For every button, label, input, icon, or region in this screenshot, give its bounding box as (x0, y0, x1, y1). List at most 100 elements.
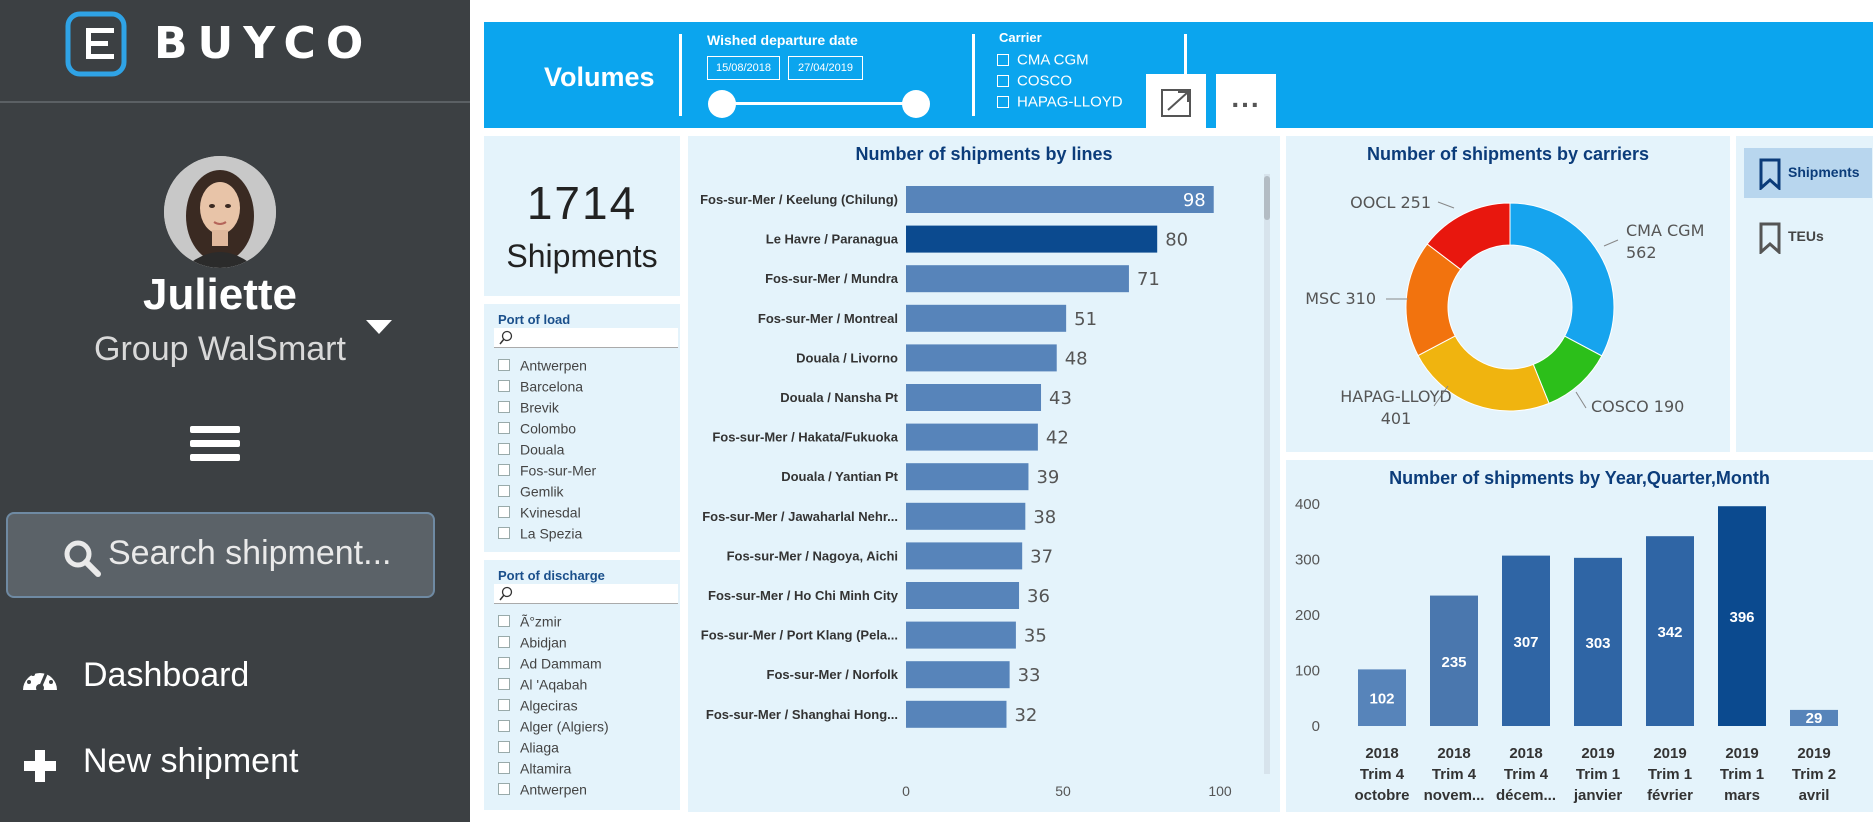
checkbox[interactable] (498, 636, 510, 649)
bar[interactable] (906, 582, 1020, 609)
shipment-search-input[interactable]: Search shipment... (6, 512, 435, 598)
checkbox[interactable] (498, 380, 510, 393)
port-of-discharge-item-label: Antwerpen (520, 781, 587, 798)
scrollbar-thumb[interactable] (1264, 176, 1270, 220)
focus-mode-button[interactable] (1146, 74, 1206, 128)
port-of-discharge-item[interactable]: Algeciras (498, 696, 578, 714)
y-tick-label: 0 (1312, 718, 1320, 735)
port-of-discharge-item[interactable]: Ã°zmir (498, 612, 561, 630)
bar[interactable] (906, 423, 1038, 451)
checkbox[interactable] (498, 359, 510, 372)
port-of-load-item[interactable]: Kvinesdal (498, 503, 581, 521)
column-bar[interactable] (1646, 536, 1694, 726)
x-tick-label: Trim 1 (1720, 766, 1764, 783)
port-of-discharge-item[interactable]: Antwerpen (498, 780, 587, 798)
bar[interactable] (906, 463, 1029, 491)
checkbox[interactable] (997, 74, 1009, 87)
x-tick-label: 2019 (1653, 745, 1686, 762)
checkbox[interactable] (498, 506, 510, 519)
nav-item-dashboard[interactable]: Dashboard (18, 654, 458, 704)
checkbox[interactable] (498, 422, 510, 435)
user-name: Juliette (142, 270, 298, 319)
date-end-input[interactable]: 27/04/2019 (788, 56, 863, 80)
date-slider-end-handle[interactable] (902, 90, 930, 118)
checkbox[interactable] (498, 783, 510, 796)
checkbox[interactable] (498, 464, 510, 477)
date-range-slider[interactable] (722, 102, 916, 105)
column-bar[interactable] (1718, 506, 1766, 726)
bar-value-label: 42 (1046, 428, 1069, 449)
carrier-option-hapag-lloyd[interactable]: HAPAG-LLOYD (997, 93, 1123, 111)
x-tick-label: 0 (902, 783, 910, 799)
port-of-discharge-item[interactable]: Ad Dammam (498, 654, 602, 672)
column-bar[interactable] (1358, 669, 1406, 726)
port-of-load-item[interactable]: Colombo (498, 419, 576, 437)
more-options-button[interactable]: ... (1216, 74, 1276, 128)
column-bar[interactable] (1574, 557, 1622, 726)
checkbox[interactable] (498, 485, 510, 498)
user-menu-chevron-icon[interactable] (364, 318, 394, 338)
port-of-load-item[interactable]: Barcelona (498, 377, 583, 395)
measure-shipments-button[interactable]: Shipments (1744, 148, 1872, 198)
bar[interactable] (906, 661, 1010, 689)
checkbox[interactable] (498, 678, 510, 691)
checkbox[interactable] (498, 657, 510, 670)
bar[interactable] (906, 265, 1129, 293)
date-slider-start-handle[interactable] (708, 90, 736, 118)
column-bar[interactable] (1502, 555, 1550, 726)
port-of-load-item[interactable]: Douala (498, 440, 564, 458)
port-of-discharge-item[interactable]: Al 'Aqabah (498, 675, 587, 693)
bar[interactable] (906, 186, 1214, 213)
checkbox[interactable] (498, 443, 510, 456)
carrier-option-cma-cgm[interactable]: CMA CGM (997, 51, 1089, 69)
port-of-discharge-item[interactable]: Altamira (498, 759, 571, 777)
bar-value-label: 48 (1065, 348, 1088, 369)
port-of-discharge-item[interactable]: Abidjan (498, 633, 567, 651)
checkbox[interactable] (498, 615, 510, 628)
port-of-load-item[interactable]: La Spezia (498, 524, 582, 542)
checkbox[interactable] (498, 401, 510, 414)
checkbox[interactable] (997, 95, 1009, 108)
bar[interactable] (906, 225, 1158, 253)
port-of-load-item[interactable]: Antwerpen (498, 356, 587, 374)
donut-slice[interactable] (1426, 202, 1511, 271)
column-bar[interactable] (1430, 595, 1478, 726)
port-of-load-item[interactable]: Gemlik (498, 482, 564, 500)
x-tick-label: Trim 4 (1360, 766, 1405, 783)
bar-value-label: 38 (1033, 507, 1056, 528)
measure-teus-button[interactable]: TEUs (1744, 212, 1872, 262)
bar[interactable] (906, 621, 1016, 649)
x-tick-label: octobre (1354, 787, 1409, 804)
checkbox[interactable] (498, 527, 510, 540)
avatar[interactable] (164, 156, 276, 268)
bar[interactable] (906, 304, 1067, 332)
bar[interactable] (906, 700, 1007, 728)
bookmark-icon (1759, 158, 1781, 190)
donut-slice-value: 562 (1626, 243, 1657, 262)
checkbox[interactable] (498, 741, 510, 754)
nav-item-new-shipment[interactable]: New shipment (18, 740, 458, 790)
port-of-load-item[interactable]: Fos-sur-Mer (498, 461, 596, 479)
checkbox[interactable] (997, 53, 1009, 66)
donut-slice[interactable] (1509, 202, 1615, 357)
scrollbar-track[interactable] (1264, 174, 1270, 774)
bar[interactable] (906, 344, 1057, 372)
date-start-input[interactable]: 15/08/2018 (707, 56, 780, 80)
port-of-discharge-item[interactable]: Alger (Algiers) (498, 717, 609, 735)
bar[interactable] (906, 542, 1023, 570)
checkbox[interactable] (498, 699, 510, 712)
hamburger-menu-button[interactable] (190, 426, 240, 470)
carrier-option-cosco[interactable]: COSCO (997, 72, 1072, 90)
column-bar[interactable] (1790, 709, 1838, 726)
bar[interactable] (906, 384, 1042, 411)
port-of-load-item[interactable]: Brevik (498, 398, 559, 416)
checkbox[interactable] (498, 720, 510, 733)
brand-logo[interactable]: BUYCO (64, 10, 384, 78)
bar[interactable] (906, 502, 1026, 530)
port-of-load-search-input[interactable] (494, 328, 678, 348)
port-of-discharge-item-label: Ad Dammam (520, 655, 602, 672)
user-group: Group WalSmart (94, 330, 346, 368)
checkbox[interactable] (498, 762, 510, 775)
port-of-discharge-search-input[interactable] (494, 584, 678, 604)
port-of-discharge-item[interactable]: Aliaga (498, 738, 559, 756)
